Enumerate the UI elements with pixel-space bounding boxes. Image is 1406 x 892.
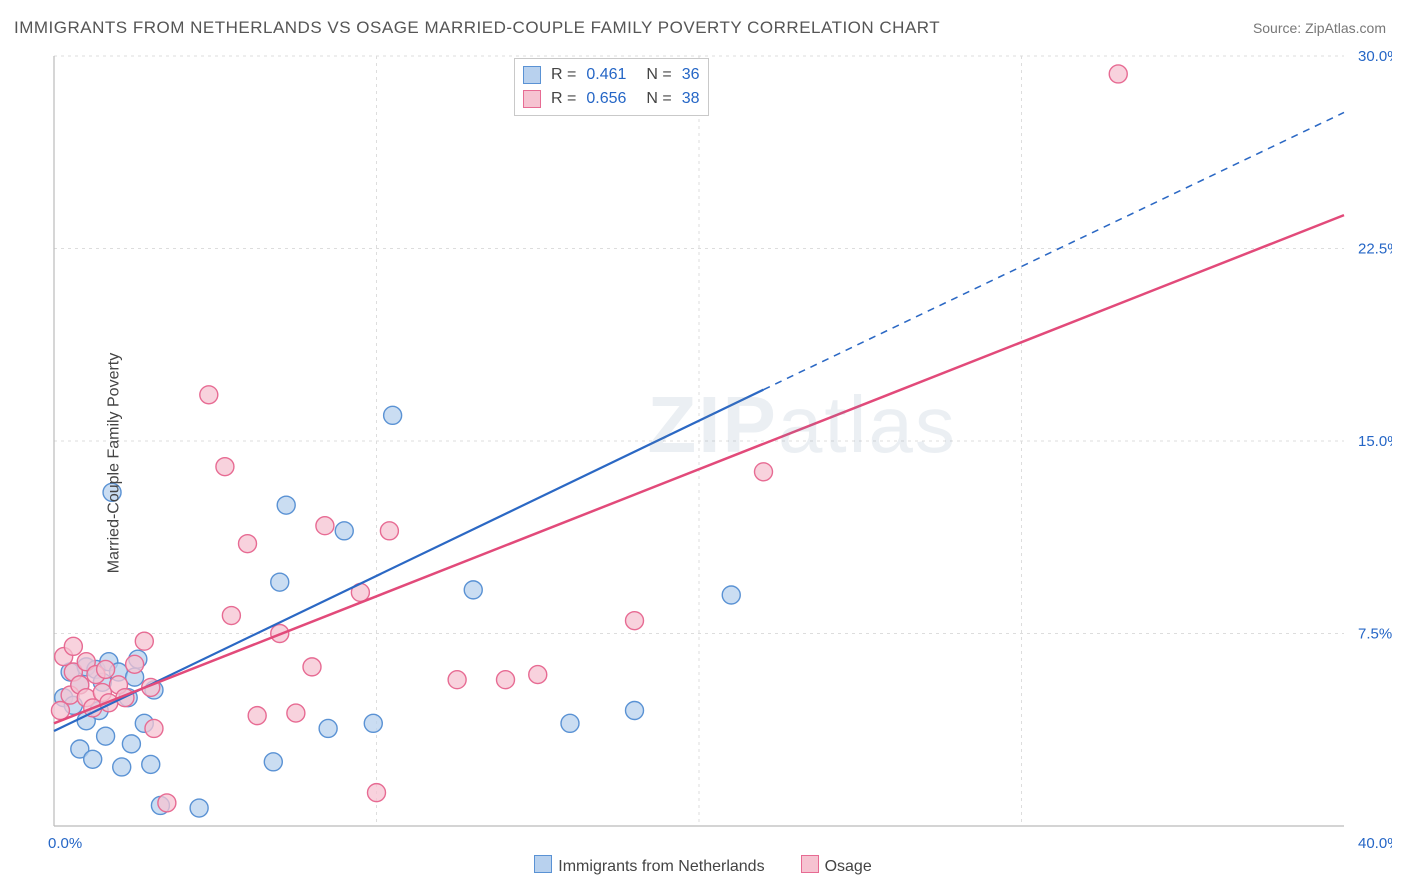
- data-point: [316, 517, 334, 535]
- data-point: [287, 704, 305, 722]
- r-value: 0.461: [586, 63, 626, 87]
- data-point: [755, 463, 773, 481]
- data-point: [319, 719, 337, 737]
- data-point: [722, 586, 740, 604]
- data-point: [368, 784, 386, 802]
- data-point: [122, 735, 140, 753]
- trend-line-extrapolated: [764, 112, 1345, 389]
- data-point: [190, 799, 208, 817]
- data-point: [216, 458, 234, 476]
- legend-label: Immigrants from Netherlands: [558, 858, 764, 875]
- legend-swatch: [801, 855, 819, 873]
- legend-row: R = 0.461 N = 36: [523, 63, 700, 87]
- data-point: [239, 535, 257, 553]
- legend-swatch: [523, 66, 541, 84]
- n-value: 38: [682, 87, 700, 111]
- data-point: [497, 671, 515, 689]
- data-point: [626, 612, 644, 630]
- data-point: [64, 637, 82, 655]
- chart-container: Married-Couple Family Poverty 7.5% 15.0% 2…: [14, 48, 1392, 878]
- data-point: [529, 666, 547, 684]
- data-point: [113, 758, 131, 776]
- source-link[interactable]: ZipAtlas.com: [1305, 20, 1386, 36]
- data-point: [271, 573, 289, 591]
- n-label: N =: [646, 87, 671, 111]
- series-legend: Immigrants from Netherlands Osage: [14, 855, 1392, 876]
- legend-label: Osage: [825, 858, 872, 875]
- data-point: [277, 496, 295, 514]
- scatter-chart: 7.5% 15.0% 22.5% 30.0% 0.0% 40.0%: [14, 48, 1392, 848]
- y-axis-label: Married-Couple Family Poverty: [105, 353, 123, 574]
- data-point: [126, 655, 144, 673]
- source-label: Source:: [1253, 20, 1305, 36]
- data-point: [448, 671, 466, 689]
- svg-text:30.0%: 30.0%: [1358, 48, 1392, 65]
- data-point: [303, 658, 321, 676]
- chart-title: IMMIGRANTS FROM NETHERLANDS VS OSAGE MAR…: [14, 18, 940, 38]
- legend-item: Immigrants from Netherlands: [534, 858, 764, 875]
- trend-line: [54, 215, 1344, 723]
- data-point: [142, 755, 160, 773]
- data-point: [222, 607, 240, 625]
- data-point: [464, 581, 482, 599]
- n-value: 36: [682, 63, 700, 87]
- data-point: [626, 702, 644, 720]
- data-point: [561, 714, 579, 732]
- data-point: [97, 727, 115, 745]
- svg-text:0.0%: 0.0%: [48, 835, 82, 848]
- data-point: [51, 702, 69, 720]
- r-label: R =: [551, 87, 576, 111]
- r-value: 0.656: [586, 87, 626, 111]
- data-point: [335, 522, 353, 540]
- data-point: [200, 386, 218, 404]
- data-point: [264, 753, 282, 771]
- data-point: [158, 794, 176, 812]
- legend-item: Osage: [801, 858, 872, 875]
- svg-text:7.5%: 7.5%: [1358, 626, 1392, 643]
- correlation-legend: R = 0.461 N = 36 R = 0.656 N = 38: [514, 58, 709, 116]
- data-point: [84, 750, 102, 768]
- legend-swatch: [534, 855, 552, 873]
- data-point: [364, 714, 382, 732]
- data-point: [248, 707, 266, 725]
- n-label: N =: [646, 63, 671, 87]
- legend-swatch: [523, 90, 541, 108]
- r-label: R =: [551, 63, 576, 87]
- svg-text:22.5%: 22.5%: [1358, 241, 1392, 258]
- data-point: [97, 660, 115, 678]
- data-point: [380, 522, 398, 540]
- data-point: [145, 719, 163, 737]
- legend-row: R = 0.656 N = 38: [523, 87, 700, 111]
- data-point: [1109, 65, 1127, 83]
- svg-text:15.0%: 15.0%: [1358, 433, 1392, 450]
- source-attribution: Source: ZipAtlas.com: [1253, 20, 1386, 36]
- data-point: [384, 406, 402, 424]
- data-point: [135, 632, 153, 650]
- svg-text:40.0%: 40.0%: [1358, 835, 1392, 848]
